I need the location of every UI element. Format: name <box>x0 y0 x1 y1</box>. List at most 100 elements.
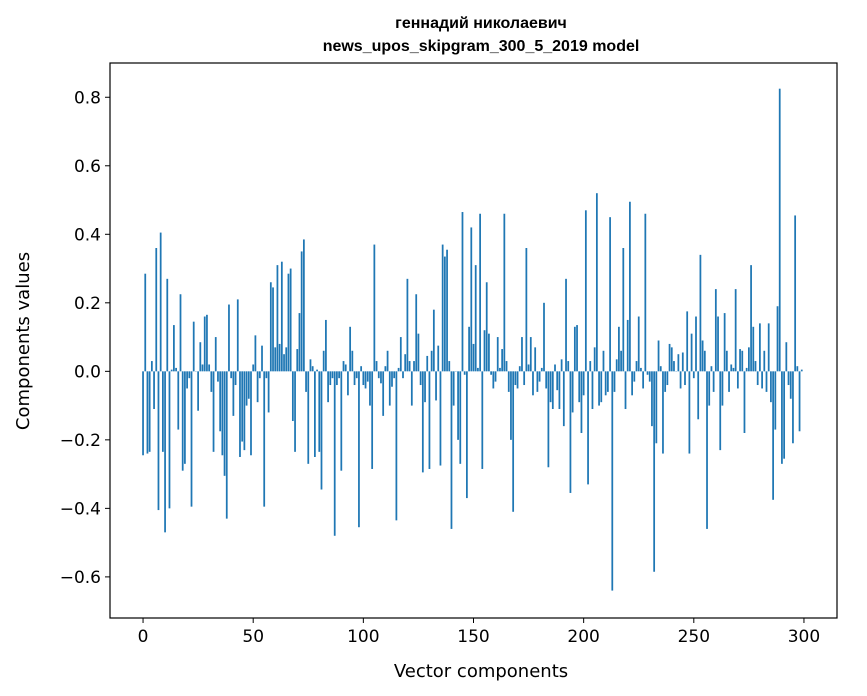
bar <box>311 366 314 372</box>
bar <box>327 371 329 403</box>
bar <box>404 354 407 372</box>
bar <box>710 366 713 372</box>
bar <box>668 343 671 372</box>
bar <box>492 371 495 389</box>
bar <box>150 361 153 372</box>
bar <box>461 212 464 372</box>
bar <box>576 325 578 372</box>
y-tick-label: 0.0 <box>74 362 101 382</box>
bar <box>703 350 706 372</box>
bar <box>673 361 675 372</box>
bar <box>536 371 539 392</box>
bar <box>523 371 526 386</box>
bar <box>549 371 552 403</box>
bar <box>659 366 662 372</box>
bar <box>333 371 336 536</box>
bar <box>179 294 182 372</box>
y-tick-label: 0.6 <box>74 157 101 177</box>
bar <box>307 371 310 464</box>
bar <box>459 371 462 464</box>
y-tick-label: −0.4 <box>60 499 101 519</box>
bar <box>686 311 689 372</box>
bar <box>644 213 647 372</box>
bar <box>651 371 653 427</box>
bar <box>701 340 704 372</box>
bar <box>748 347 750 372</box>
bar <box>800 369 803 372</box>
bar <box>609 217 611 372</box>
bar <box>380 371 382 384</box>
bar <box>441 244 444 372</box>
y-axis: −0.6 −0.4 −0.2 0.0 0.2 0.4 0.6 0.8 <box>60 88 110 588</box>
bar <box>600 371 603 403</box>
bar <box>314 371 316 457</box>
bar <box>437 345 440 372</box>
bar <box>646 371 649 375</box>
bar <box>446 249 448 372</box>
bar <box>417 333 420 372</box>
bar <box>521 337 523 372</box>
bar <box>360 366 363 372</box>
bar <box>615 359 618 372</box>
bar <box>375 361 378 372</box>
bar <box>373 244 376 372</box>
bar <box>512 371 515 512</box>
bar <box>236 299 239 372</box>
bar <box>781 371 783 464</box>
bar <box>155 248 158 372</box>
bar <box>708 371 711 406</box>
bar <box>622 248 625 372</box>
bar <box>750 265 752 372</box>
bar <box>377 371 380 379</box>
bar <box>353 371 356 386</box>
bar <box>739 349 741 372</box>
bar <box>653 371 656 572</box>
bar <box>595 193 598 372</box>
bar <box>153 371 155 410</box>
bar <box>633 371 636 382</box>
y-axis-label: Components values <box>13 252 34 430</box>
bar <box>721 371 724 406</box>
bar <box>243 371 246 451</box>
bar <box>203 316 206 372</box>
bar <box>300 251 303 372</box>
bar <box>518 366 521 372</box>
bar <box>507 371 510 392</box>
bar <box>626 319 629 372</box>
bar <box>756 371 759 386</box>
bar <box>430 350 433 372</box>
bar <box>631 371 633 396</box>
bar <box>584 210 587 372</box>
bar <box>291 371 294 422</box>
bar <box>565 278 567 372</box>
bar <box>228 304 230 372</box>
bar <box>611 371 614 591</box>
bar <box>607 371 609 392</box>
x-tick-label: 200 <box>567 627 599 647</box>
bar <box>351 350 354 372</box>
bar <box>472 343 475 372</box>
bar <box>481 371 484 469</box>
bar <box>499 367 501 372</box>
bar <box>258 371 261 379</box>
bar <box>294 371 296 452</box>
bar <box>256 371 259 403</box>
bar <box>347 371 349 396</box>
bar <box>252 364 255 372</box>
bar <box>371 371 374 469</box>
bar <box>529 337 532 372</box>
bar <box>225 371 228 519</box>
bar <box>184 371 186 464</box>
bar <box>547 371 550 468</box>
x-tick-label: 300 <box>788 627 820 647</box>
bar <box>320 371 323 490</box>
bar <box>719 371 722 451</box>
bar <box>664 371 667 392</box>
bar <box>289 268 292 372</box>
x-axis: 0 50 100 150 200 250 300 <box>138 618 820 647</box>
bar <box>589 361 592 372</box>
bar <box>593 347 596 372</box>
bar <box>510 371 512 440</box>
y-tick-label: 0.8 <box>74 88 101 108</box>
bar <box>309 359 312 372</box>
